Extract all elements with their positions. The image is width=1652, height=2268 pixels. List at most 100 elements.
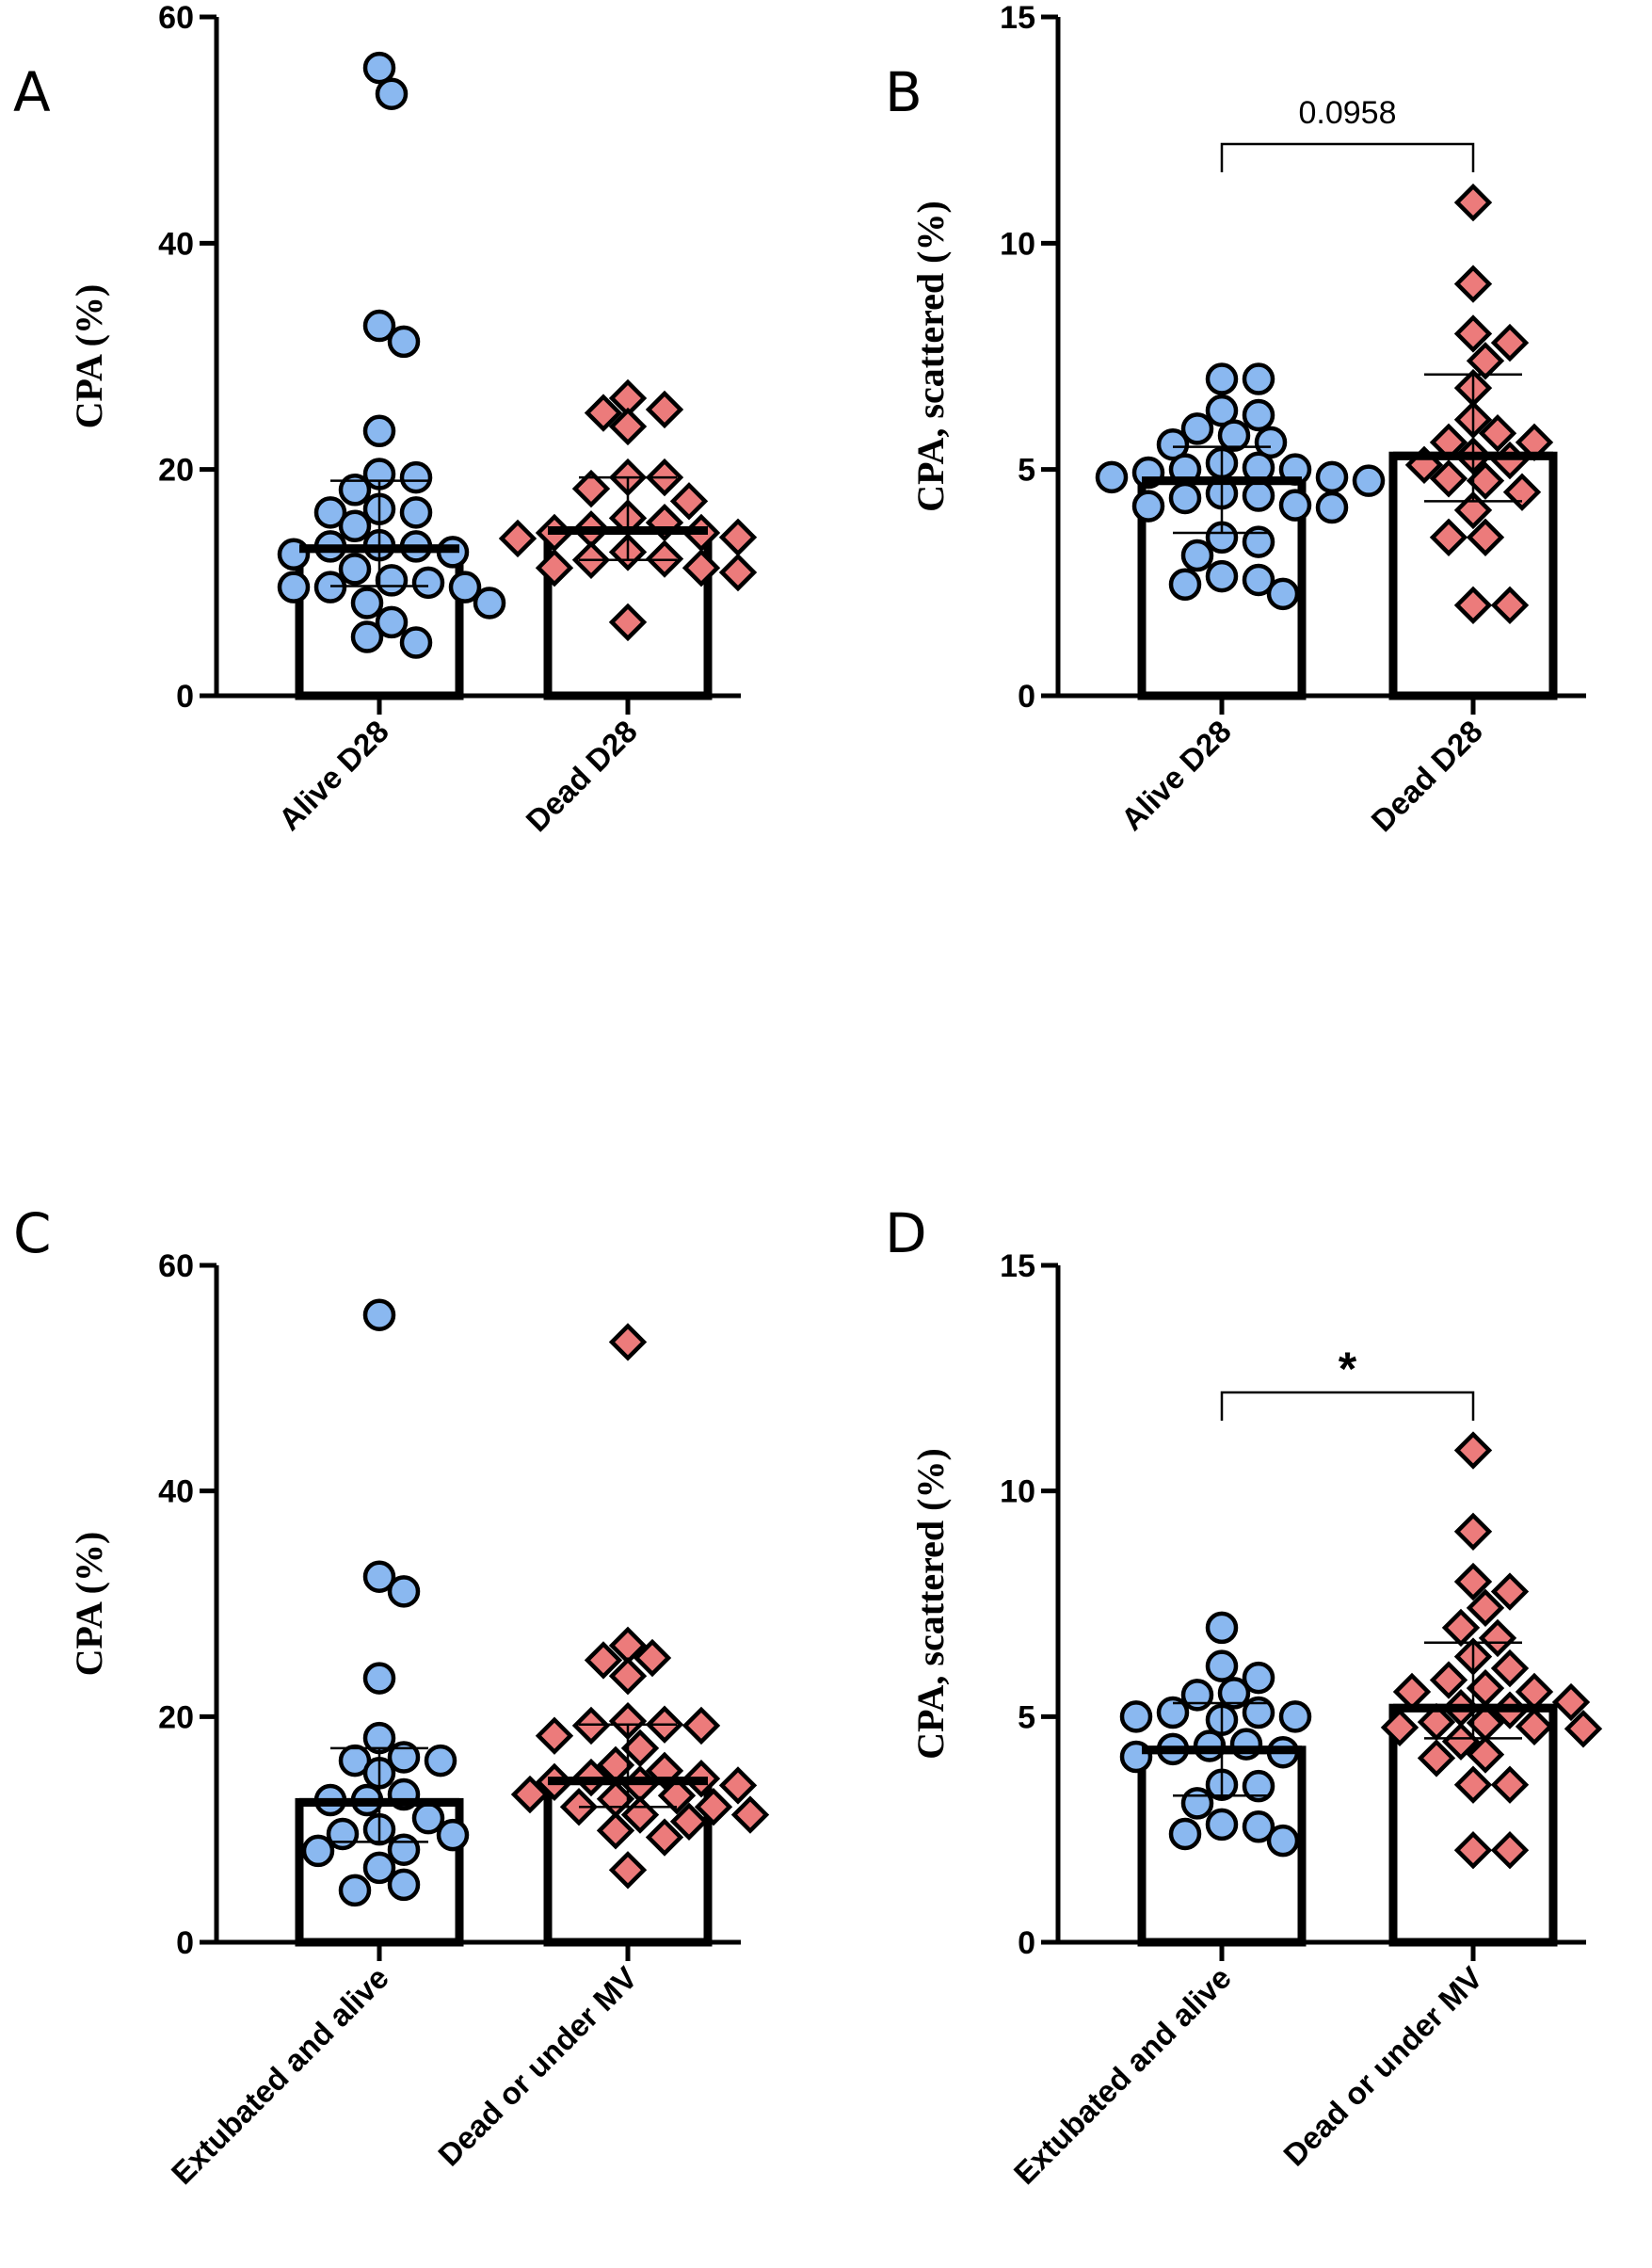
data-point bbox=[387, 1868, 421, 1902]
data-point bbox=[1453, 1831, 1493, 1870]
data-point bbox=[1180, 412, 1214, 445]
data-point bbox=[1205, 1611, 1239, 1645]
data-point bbox=[1242, 479, 1275, 512]
x-tick-label: Extubated and alive bbox=[165, 1960, 395, 2191]
data-point bbox=[1205, 1649, 1239, 1682]
panel-B: B CPA, scattered (%) 0 5 10 15 Alive D28 Dead D… bbox=[885, 0, 1586, 838]
y-tick-label: 20 bbox=[158, 453, 194, 489]
data-point bbox=[399, 626, 433, 659]
data-point bbox=[510, 1775, 550, 1814]
y-axis-label: CPA, scattered (%) bbox=[909, 201, 952, 512]
data-point bbox=[387, 1575, 421, 1608]
data-point bbox=[1168, 568, 1202, 602]
data-point bbox=[362, 1662, 396, 1695]
data-point bbox=[362, 309, 396, 343]
y-tick-label: 0 bbox=[176, 1925, 194, 1961]
x-tick-label: Dead D28 bbox=[519, 714, 644, 839]
data-point bbox=[1242, 1696, 1275, 1729]
data-point bbox=[399, 496, 433, 529]
y-tick-label: 0 bbox=[1018, 1925, 1035, 1961]
y-tick-label: 15 bbox=[1000, 1248, 1035, 1284]
data-point bbox=[682, 549, 721, 587]
data-point bbox=[1490, 1572, 1530, 1611]
x-tick-label: Extubated and alive bbox=[1007, 1960, 1238, 2191]
data-point bbox=[1453, 183, 1493, 222]
data-point bbox=[424, 1744, 457, 1777]
significance-label: * bbox=[1339, 1343, 1357, 1395]
data-point bbox=[1453, 314, 1493, 353]
panel-letter: C bbox=[13, 1201, 52, 1265]
panel-C: C CPA (%) 0 20 40 60 Extubated and alive Dead o… bbox=[13, 1201, 770, 2191]
data-point bbox=[669, 482, 709, 521]
data-point bbox=[436, 1818, 470, 1852]
data-point bbox=[1429, 1661, 1468, 1699]
y-tick-label: 20 bbox=[158, 1699, 194, 1735]
data-point bbox=[277, 571, 311, 603]
data-point bbox=[362, 414, 396, 448]
data-point bbox=[338, 1874, 372, 1907]
data-point bbox=[1217, 1677, 1251, 1710]
data-point bbox=[387, 1741, 421, 1774]
data-point bbox=[1429, 518, 1468, 556]
x-tick-label: Alive D28 bbox=[1115, 714, 1238, 837]
data-point bbox=[362, 51, 396, 85]
panel-letter: B bbox=[885, 60, 922, 124]
data-point bbox=[1278, 489, 1312, 522]
data-point bbox=[535, 549, 574, 587]
data-point bbox=[1119, 1700, 1153, 1733]
y-tick-label: 5 bbox=[1018, 453, 1035, 489]
y-tick-label: 5 bbox=[1018, 1699, 1035, 1735]
data-point bbox=[608, 1851, 648, 1890]
data-point bbox=[1156, 1696, 1190, 1729]
data-point bbox=[498, 519, 537, 558]
x-tick-label: Alive D28 bbox=[272, 714, 395, 837]
data-point bbox=[633, 1638, 672, 1678]
significance-bracket bbox=[1220, 142, 1475, 172]
data-point bbox=[301, 1834, 335, 1868]
data-point bbox=[1131, 490, 1165, 523]
data-point bbox=[375, 564, 409, 597]
data-point bbox=[657, 1777, 697, 1815]
y-tick-label: 10 bbox=[1000, 226, 1035, 262]
data-point bbox=[1564, 1710, 1603, 1748]
data-point bbox=[608, 407, 648, 446]
data-point bbox=[669, 1802, 709, 1841]
data-point bbox=[1180, 539, 1214, 572]
data-point bbox=[1180, 1787, 1214, 1820]
data-point bbox=[1466, 1735, 1505, 1774]
data-point bbox=[362, 1560, 396, 1593]
data-point bbox=[1217, 419, 1251, 452]
data-point bbox=[1490, 586, 1530, 625]
panel-letter: D bbox=[885, 1201, 927, 1265]
data-point bbox=[1490, 1831, 1530, 1870]
data-point bbox=[1466, 518, 1505, 556]
data-point bbox=[1453, 1562, 1493, 1601]
significance-bracket bbox=[1220, 1391, 1475, 1421]
y-axis-label: CPA, scattered (%) bbox=[909, 1448, 952, 1760]
data-point bbox=[1380, 1708, 1419, 1747]
data-point bbox=[338, 553, 372, 586]
data-point bbox=[1156, 427, 1190, 461]
data-point bbox=[1242, 1769, 1275, 1803]
data-point bbox=[1095, 460, 1129, 494]
panel-A: A CPA (%) 0 20 40 60 Alive D28 Dead D28 bbox=[13, 0, 758, 839]
y-tick-label: 10 bbox=[1000, 1474, 1035, 1510]
data-point bbox=[730, 1795, 770, 1834]
data-point bbox=[1466, 1588, 1505, 1627]
data-point bbox=[313, 496, 347, 529]
data-point bbox=[682, 1706, 721, 1745]
data-point bbox=[362, 1851, 396, 1885]
data-point bbox=[1180, 1679, 1214, 1712]
y-tick-label: 40 bbox=[158, 226, 194, 262]
y-tick-label: 0 bbox=[1018, 679, 1035, 715]
y-tick-label: 15 bbox=[1000, 0, 1035, 36]
data-point bbox=[584, 1641, 623, 1680]
data-point bbox=[387, 325, 421, 359]
data-point bbox=[1490, 1649, 1530, 1688]
data-point bbox=[1254, 426, 1288, 459]
data-point bbox=[411, 566, 445, 600]
data-point bbox=[1490, 1765, 1530, 1804]
data-point bbox=[1429, 459, 1468, 498]
data-point bbox=[608, 1657, 648, 1696]
